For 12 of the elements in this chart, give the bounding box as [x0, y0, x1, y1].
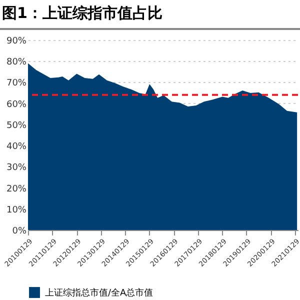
- chart-title: 图1：上证综指市值占比: [0, 0, 300, 30]
- y-tick-label: 0%: [12, 226, 27, 236]
- y-tick-label: 10%: [6, 205, 27, 216]
- y-tick-label: 20%: [6, 184, 27, 194]
- y-tick-label: 50%: [6, 120, 27, 131]
- y-tick-label: 30%: [6, 163, 27, 174]
- y-tick-label: 90%: [6, 36, 27, 46]
- y-tick-label: 80%: [6, 58, 27, 68]
- y-tick-label: 60%: [6, 100, 27, 110]
- y-tick-label: 40%: [6, 142, 27, 152]
- legend-label: 上证综指总市值/全A总市值: [45, 288, 154, 298]
- y-tick-label: 70%: [6, 78, 27, 89]
